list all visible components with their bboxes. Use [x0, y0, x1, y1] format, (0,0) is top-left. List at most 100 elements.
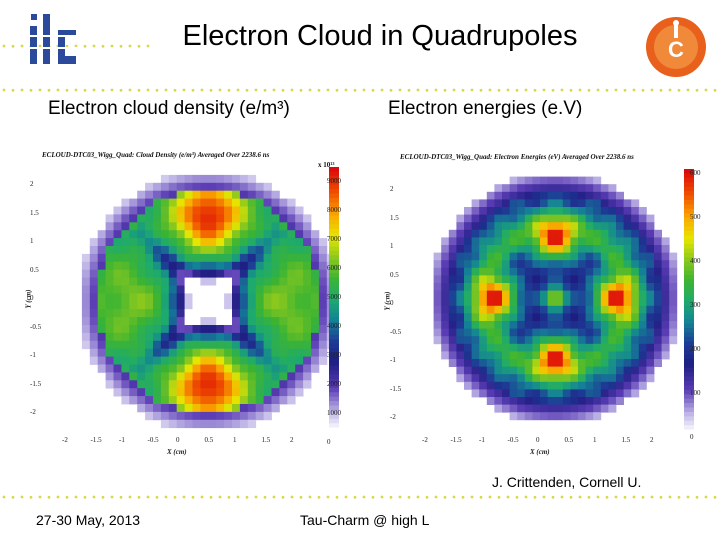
heatmap-cell	[456, 359, 465, 367]
heatmap-cell	[494, 237, 503, 246]
heatmap-cell	[524, 374, 533, 383]
heatmap-cell	[532, 381, 541, 390]
heatmap-cell	[303, 301, 312, 310]
heatmap-cell	[168, 277, 178, 286]
heatmap-cell	[255, 317, 264, 326]
heatmap-cell	[208, 293, 217, 302]
heatmap-cell	[121, 238, 130, 247]
heatmap-cell	[517, 412, 526, 421]
heatmap-cell	[263, 372, 272, 381]
heatmap-cell	[255, 388, 264, 397]
heatmap-cell	[145, 301, 154, 310]
heatmap-cell	[113, 253, 122, 263]
heatmap-cell	[279, 325, 288, 334]
heatmap-cell	[176, 325, 185, 334]
colorbar-segment	[684, 235, 694, 241]
heatmap-cell	[287, 230, 296, 239]
heatmap-cell	[153, 348, 162, 357]
heatmap-cell	[547, 222, 556, 231]
heatmap-cell	[471, 229, 480, 238]
colorbar-segment	[684, 411, 694, 417]
heatmap-cell	[517, 290, 526, 299]
heatmap-cell	[646, 374, 655, 383]
heatmap-cell	[547, 412, 556, 421]
heatmap-cell	[192, 246, 201, 255]
heatmap-cell	[638, 267, 647, 276]
heatmap-cell	[616, 313, 624, 322]
heatmap-cell	[532, 245, 541, 253]
heatmap-cell	[303, 380, 312, 389]
heatmap-cell	[129, 277, 138, 286]
heatmap-cell	[600, 397, 609, 405]
heatmap-cell	[97, 325, 106, 334]
colorbar-segment	[329, 379, 339, 384]
heatmap-cell	[97, 317, 106, 326]
heatmap-cell	[517, 222, 526, 231]
heatmap-cell	[570, 290, 579, 299]
heatmap-cell	[547, 245, 556, 253]
heatmap-cell	[263, 356, 272, 365]
heatmap-cell	[255, 198, 264, 207]
heatmap-cell	[524, 176, 533, 185]
heatmap-cell	[486, 389, 495, 398]
heatmap-cell	[81, 277, 91, 286]
heatmap-cell	[81, 293, 91, 302]
heatmap-cell	[433, 283, 442, 291]
heatmap-cell	[121, 396, 130, 405]
heatmap-cell	[509, 336, 518, 345]
heatmap-cell	[509, 245, 518, 253]
heatmap-cell	[113, 293, 122, 302]
heatmap-cell	[547, 267, 556, 276]
density-y-tick-label: 0.5	[30, 265, 39, 274]
heatmap-cell	[631, 199, 640, 208]
heatmap-cell	[239, 404, 249, 413]
heatmap-cell	[287, 285, 296, 294]
heatmap-cell	[271, 372, 280, 381]
heatmap-cell	[81, 301, 91, 310]
heatmap-cell	[184, 388, 193, 397]
heatmap-cell	[200, 277, 209, 286]
heatmap-cell	[224, 388, 233, 397]
heatmap-cell	[471, 245, 480, 253]
heatmap-cell	[97, 356, 106, 365]
heatmap-cell	[562, 199, 571, 208]
heatmap-cell	[105, 261, 114, 271]
heatmap-cell	[456, 298, 465, 307]
heatmap-cell	[547, 374, 556, 383]
heatmap-cell	[113, 325, 122, 334]
heatmap-cell	[562, 176, 571, 185]
heatmap-cell	[608, 336, 617, 345]
heatmap-cell	[224, 396, 233, 405]
heatmap-cell	[311, 317, 320, 326]
heatmap-cell	[271, 222, 280, 231]
heatmap-cell	[517, 283, 526, 291]
heatmap-cell	[176, 419, 185, 429]
heatmap-cell	[97, 332, 106, 342]
heatmap-cell	[263, 206, 272, 215]
heatmap-cell	[616, 389, 624, 398]
heatmap-cell	[271, 238, 280, 247]
heatmap-cell	[593, 313, 602, 322]
heatmap-cell	[616, 305, 624, 314]
energy-c-tick-label: 500	[690, 213, 701, 221]
heatmap-cell	[494, 267, 503, 276]
heatmap-cell	[570, 412, 579, 421]
heatmap-cell	[279, 396, 288, 405]
heatmap-cell	[494, 381, 503, 390]
heatmap-cell	[646, 313, 655, 322]
heatmap-cell	[239, 230, 249, 239]
colorbar-segment	[329, 396, 339, 402]
heatmap-cell	[121, 230, 130, 239]
heatmap-cell	[271, 364, 280, 373]
heatmap-cell	[137, 364, 146, 373]
heatmap-cell	[623, 229, 632, 238]
heatmap-cell	[105, 301, 114, 310]
heatmap-cell	[616, 245, 624, 253]
heatmap-cell	[137, 332, 146, 342]
heatmap-cell	[168, 411, 178, 421]
heatmap-cell	[279, 388, 288, 397]
heatmap-cell	[532, 351, 541, 360]
heatmap-cell	[570, 305, 579, 314]
heatmap-cell	[121, 380, 130, 389]
heatmap-cell	[121, 388, 130, 397]
